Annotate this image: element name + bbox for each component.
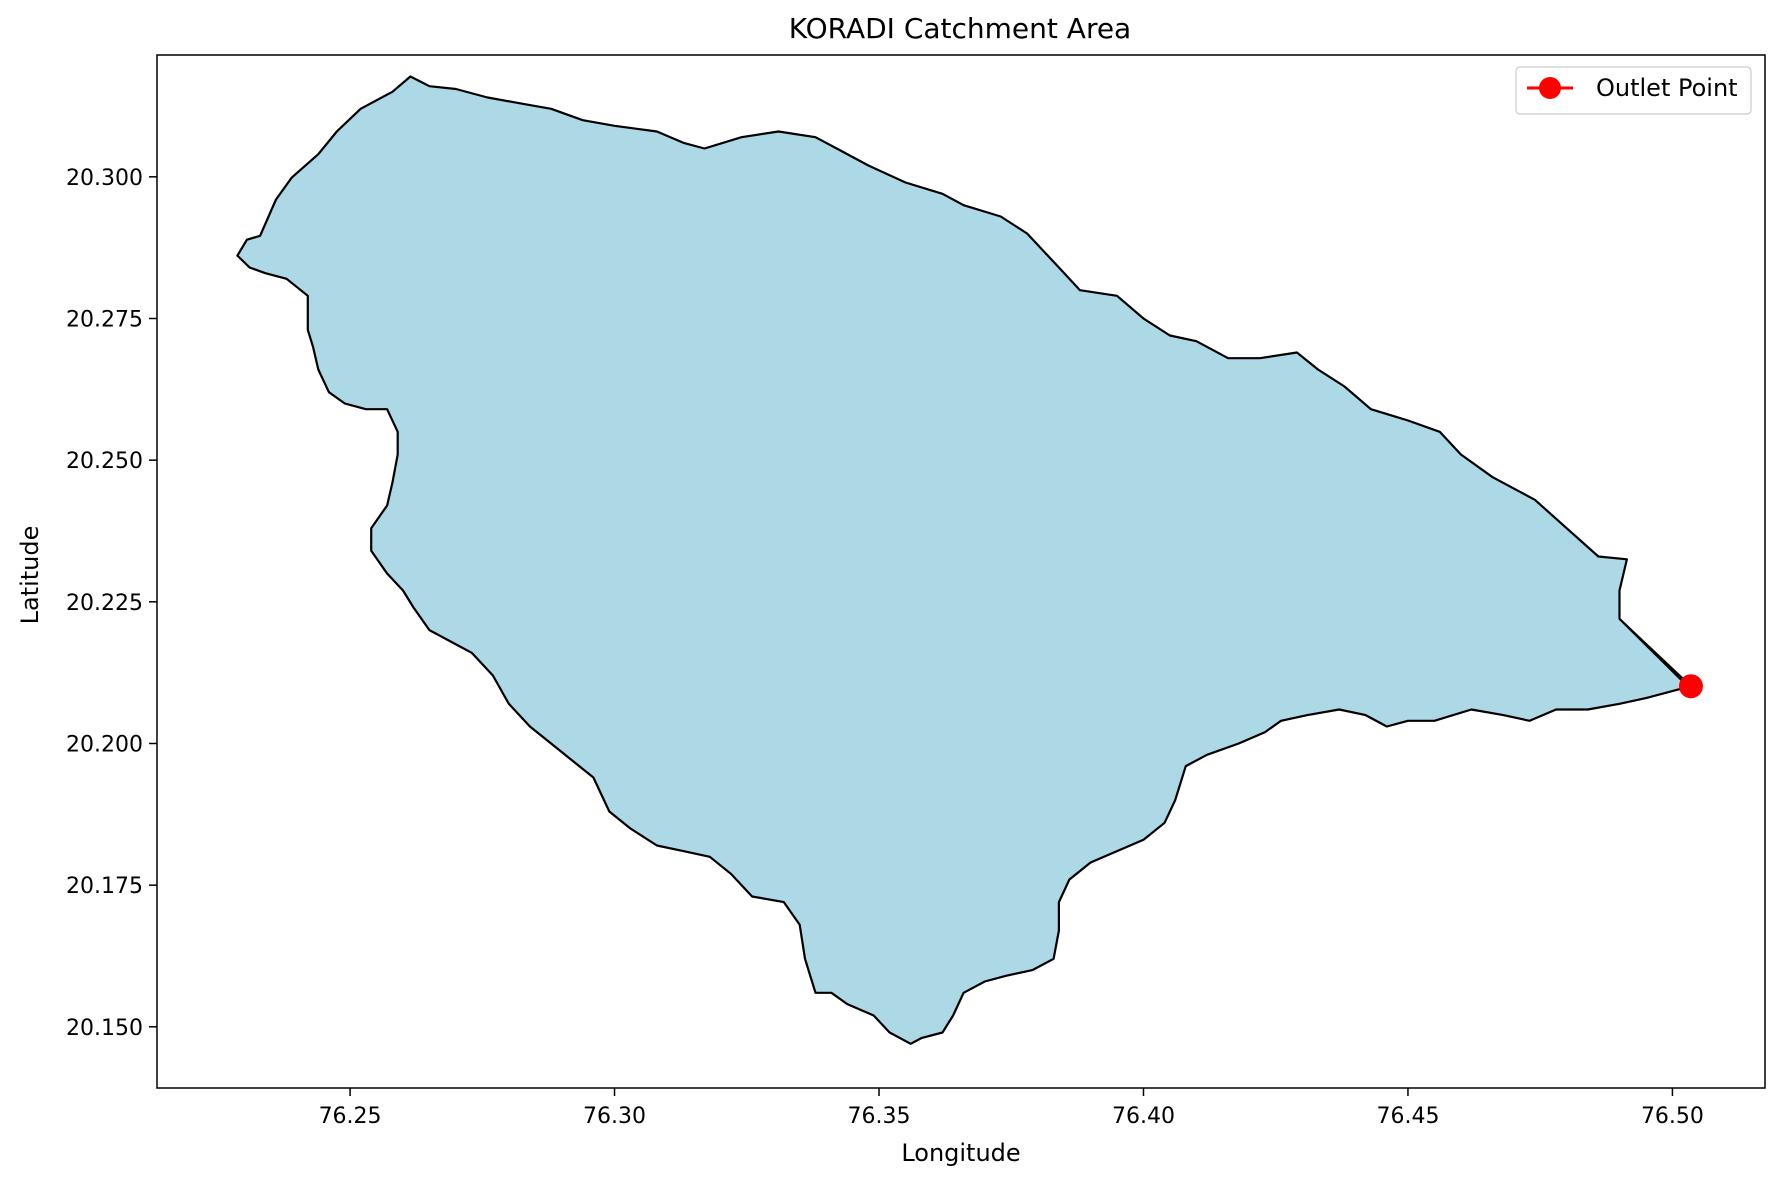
x-tick-label: 76.40 bbox=[1112, 1104, 1175, 1129]
axes-frame bbox=[156, 54, 1766, 1089]
x-tick-label: 76.35 bbox=[848, 1104, 911, 1129]
x-tick-label: 76.25 bbox=[319, 1104, 382, 1129]
legend-label-outlet-point: Outlet Point bbox=[1596, 74, 1738, 102]
y-tick-label: 20.300 bbox=[66, 166, 143, 191]
chart-title: KORADI Catchment Area bbox=[789, 12, 1131, 45]
plot-area bbox=[236, 75, 1703, 1045]
x-axis-ticks: 76.25 76.30 76.35 76.40 76.45 76.50 bbox=[319, 1088, 1704, 1129]
y-tick-label: 20.250 bbox=[66, 449, 143, 474]
legend: Outlet Point bbox=[1515, 66, 1752, 115]
catchment-polygon bbox=[236, 75, 1690, 1045]
x-tick-label: 76.45 bbox=[1376, 1104, 1439, 1129]
outlet-connector-line bbox=[1618, 618, 1692, 687]
outlet-point-marker bbox=[1678, 674, 1703, 699]
y-tick-label: 20.175 bbox=[66, 874, 143, 899]
y-tick-label: 20.150 bbox=[66, 1016, 143, 1041]
legend-marker-swatch bbox=[1539, 77, 1561, 99]
y-axis-label: Latitude bbox=[16, 526, 44, 625]
y-tick-label: 20.275 bbox=[66, 307, 143, 332]
y-tick-label: 20.200 bbox=[66, 732, 143, 757]
x-tick-label: 76.30 bbox=[583, 1104, 646, 1129]
x-axis-label: Longitude bbox=[901, 1139, 1020, 1167]
legend-frame bbox=[1515, 66, 1752, 115]
x-tick-label: 76.50 bbox=[1641, 1104, 1704, 1129]
y-axis-ticks: 20.150 20.175 20.200 20.225 20.250 20.275 20.3… bbox=[66, 166, 157, 1041]
y-tick-label: 20.225 bbox=[66, 591, 143, 616]
